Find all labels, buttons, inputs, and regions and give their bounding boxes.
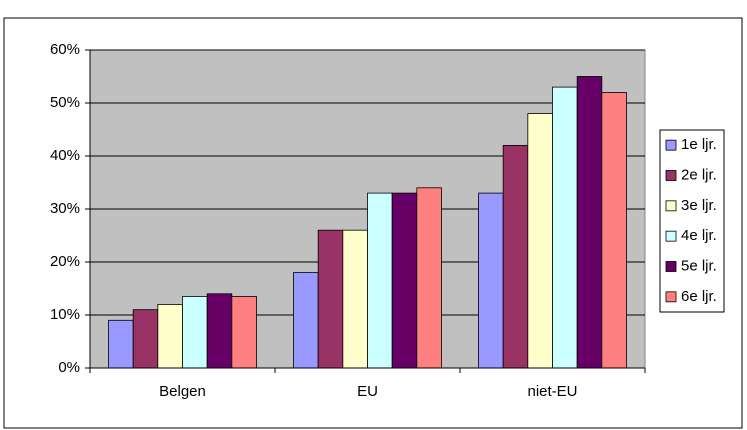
legend-box — [659, 129, 725, 313]
y-tick-label: 30% — [50, 200, 80, 217]
bar — [367, 192, 393, 369]
bar — [527, 113, 553, 369]
legend-swatch — [665, 170, 677, 181]
legend-label: 5e ljr. — [681, 257, 717, 274]
bar — [157, 303, 183, 369]
y-tick-label: 40% — [50, 147, 80, 164]
legend-label: 4e ljr. — [681, 227, 717, 244]
legend-label: 2e ljr. — [681, 166, 717, 183]
bar — [108, 319, 134, 369]
legend-label: 6e ljr. — [681, 288, 717, 305]
y-tick-label: 60% — [50, 41, 80, 58]
legend-swatch — [665, 200, 677, 212]
legend-swatch — [665, 139, 677, 151]
bar — [478, 192, 504, 369]
bar — [293, 272, 319, 369]
legend-swatch — [665, 261, 677, 272]
x-tick-label: niet-EU — [527, 383, 577, 400]
bar — [416, 187, 442, 369]
legend-swatch — [665, 291, 677, 303]
bar — [231, 296, 257, 369]
bar — [317, 229, 344, 369]
x-tick-label: EU — [357, 383, 378, 400]
y-tick-label: 20% — [50, 253, 80, 270]
bar — [132, 309, 159, 369]
legend-label: 3e ljr. — [681, 197, 717, 214]
bar — [601, 92, 627, 369]
y-tick-label: 10% — [50, 306, 80, 323]
bar — [391, 192, 418, 369]
bar — [206, 293, 233, 369]
bar — [576, 76, 603, 369]
y-tick-label: 0% — [58, 359, 80, 376]
legend-swatch — [665, 230, 677, 242]
bar — [552, 86, 578, 369]
y-tick-label: 50% — [50, 94, 80, 111]
bar — [182, 296, 208, 369]
legend-label: 1e ljr. — [681, 136, 717, 153]
x-tick-label: Belgen — [159, 383, 206, 400]
bar — [502, 144, 529, 369]
bar — [342, 229, 368, 369]
